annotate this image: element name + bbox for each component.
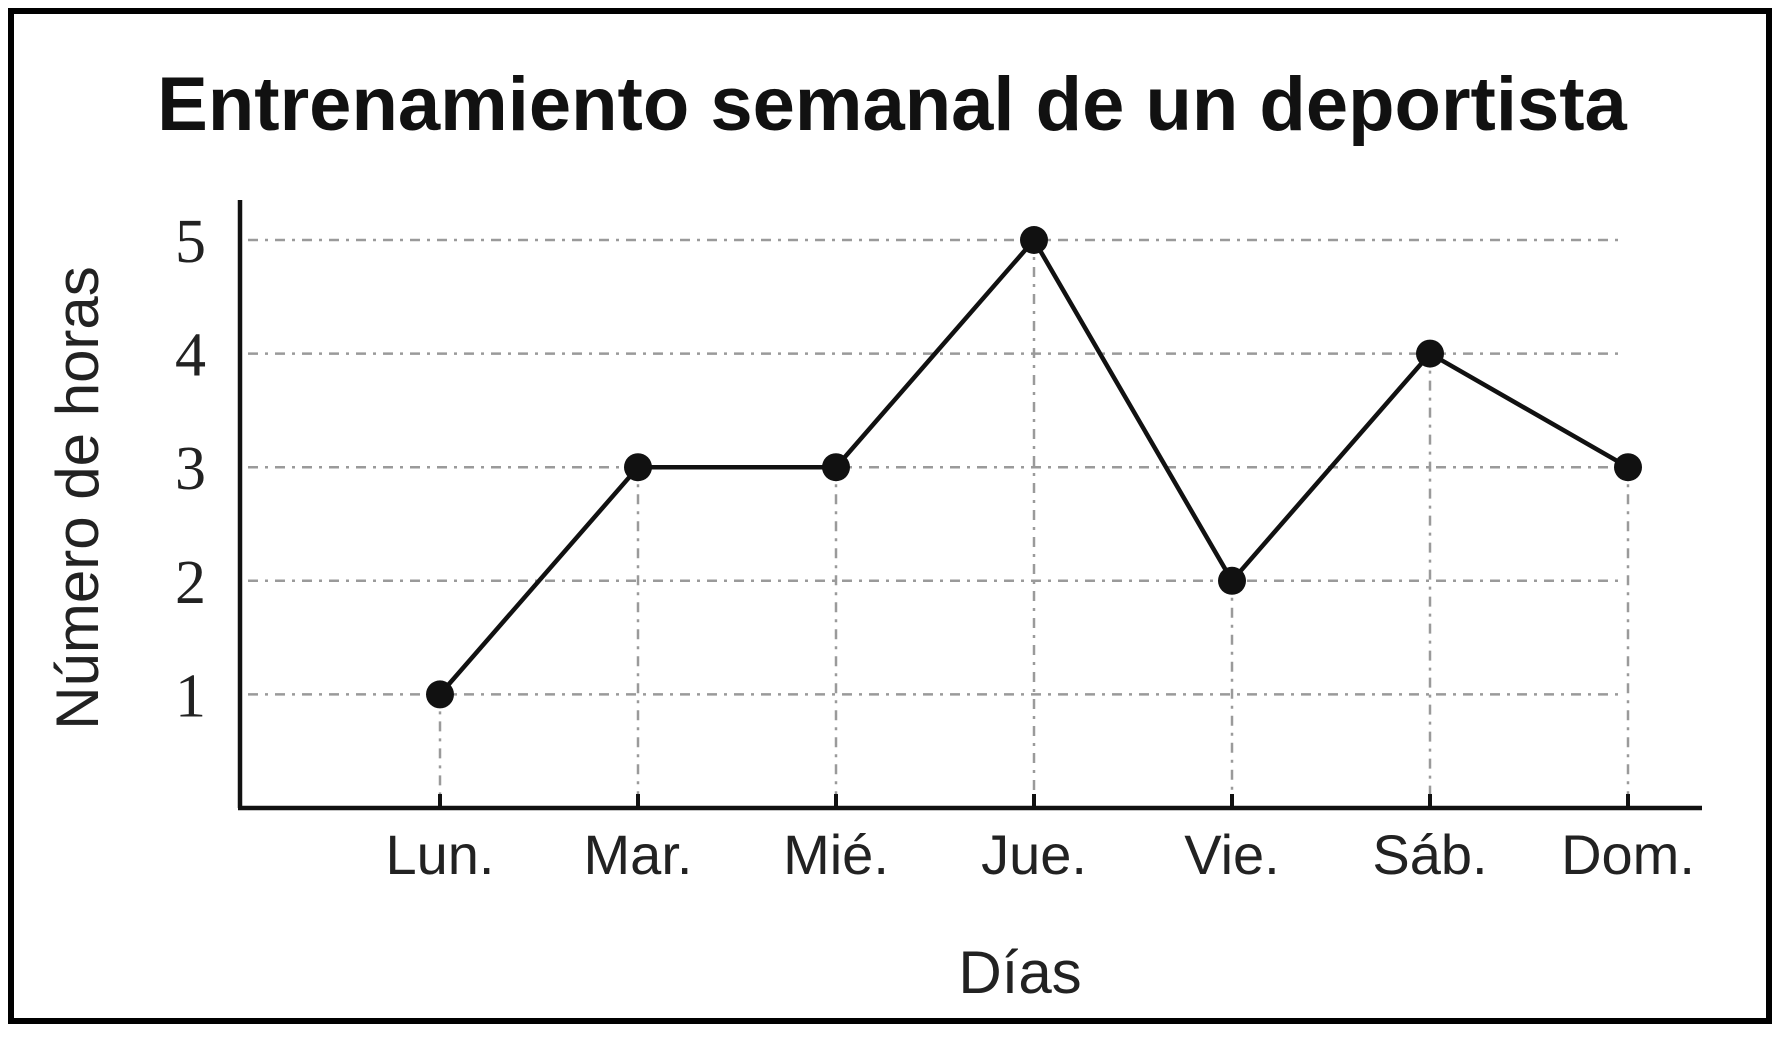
y-axis-title: Número de horas (44, 266, 111, 730)
x-tick-label-1: Lun. (386, 823, 495, 886)
data-point-vie (1218, 567, 1246, 595)
y-tick-label-1: 1 (175, 662, 206, 730)
data-point-dom (1614, 453, 1642, 481)
y-tick-label-3: 3 (175, 435, 206, 503)
grid-layer (248, 240, 1628, 808)
x-tick-label-6: Sáb. (1372, 823, 1487, 886)
x-tick-label-7: Dom. (1561, 823, 1695, 886)
y-tick-label-5: 5 (175, 208, 206, 276)
y-tick-label-4: 4 (175, 322, 206, 390)
data-point-mi (822, 453, 850, 481)
y-tick-labels: 1 2 3 4 5 (175, 208, 206, 730)
data-point-jue (1020, 226, 1048, 254)
data-point-lun (426, 680, 454, 708)
data-point-sb (1416, 340, 1444, 368)
y-tick-label-2: 2 (175, 549, 206, 617)
chart-title: Entrenamiento semanal de un deportista (157, 62, 1627, 147)
x-tick-label-4: Jue. (981, 823, 1087, 886)
x-tick-label-5: Vie. (1184, 823, 1279, 886)
data-point-mar (624, 453, 652, 481)
x-tick-label-2: Mar. (584, 823, 693, 886)
x-axis-title: Días (958, 939, 1081, 1006)
x-tick-label-3: Mié. (783, 823, 889, 886)
x-tick-labels: Lun. Mar. Mié. Jue. Vie. Sáb. Dom. (386, 823, 1695, 886)
